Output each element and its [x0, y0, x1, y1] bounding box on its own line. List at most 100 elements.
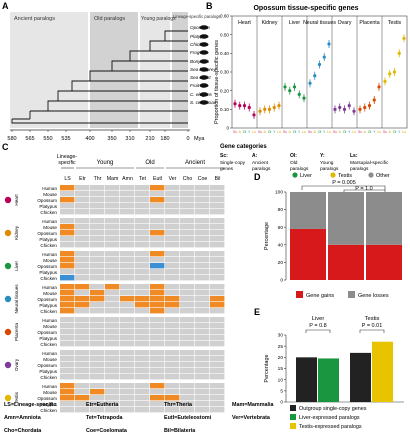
heat-cell	[165, 290, 180, 296]
heat-cell	[210, 230, 225, 236]
heat-cell	[165, 368, 180, 374]
heat-cell	[90, 263, 105, 269]
heat-cell	[150, 308, 165, 314]
heat-cell	[135, 341, 150, 347]
heat-cell	[195, 257, 210, 263]
heat-cell	[150, 224, 165, 230]
heat-cell	[150, 242, 165, 248]
heat-cell	[195, 269, 210, 275]
tissue-header-liver: Liver	[289, 20, 301, 26]
species-row-opossum: Opossum	[37, 330, 57, 335]
heat-cell	[75, 368, 90, 374]
heat-cell	[60, 389, 75, 395]
heat-cell	[105, 185, 120, 191]
heat-cell	[195, 230, 210, 236]
heat-cell	[195, 368, 210, 374]
panel-a-phylogeny: Ancient paralogs Old paralogs Young para…	[7, 12, 221, 142]
species-label-frog: Frog	[190, 50, 200, 55]
heat-cell	[75, 251, 90, 257]
heat-cell	[165, 230, 180, 236]
heat-cell	[60, 242, 75, 248]
pvalue-inner: P = 1.0	[355, 186, 372, 192]
point-neural-tissues-ol	[317, 62, 322, 67]
heat-cell	[105, 323, 120, 329]
heat-cell	[105, 335, 120, 341]
heat-cell	[135, 191, 150, 197]
legend-label-testis-expressed-paralogs: Testis-expressed paralogs	[299, 424, 362, 430]
species-silhouette-bony-fish	[199, 59, 209, 64]
heat-cell	[60, 224, 75, 230]
category-letter: Ls	[402, 130, 406, 134]
heat-cell	[120, 401, 135, 407]
heat-cell	[75, 350, 90, 356]
heat-cell	[165, 329, 180, 335]
heat-cell	[150, 356, 165, 362]
point-neural-tissues-sc	[308, 81, 312, 85]
heat-cell	[180, 362, 195, 368]
group-header-ancient: Ancient	[185, 160, 205, 166]
heat-cell	[90, 242, 105, 248]
category-letter: Ls	[327, 130, 331, 134]
species-row-human: Human	[42, 384, 57, 389]
category-letter: Sc	[333, 130, 337, 134]
heat-cell	[90, 308, 105, 314]
heat-cell	[105, 269, 120, 275]
point-ovary-y	[347, 104, 351, 108]
heat-cell	[135, 209, 150, 215]
species-row-chicken: Chicken	[40, 276, 57, 281]
legend-swatch-losses	[348, 291, 355, 298]
tick-label-180: 180	[160, 136, 169, 142]
heat-cell	[120, 224, 135, 230]
heat-cell	[75, 395, 90, 401]
heat-cell	[210, 236, 225, 242]
panel-b-chart: Proportion of tissue-specific genes 0 0.1…	[214, 14, 408, 172]
tissue-header-testis: Testis	[388, 20, 402, 26]
heat-cell	[105, 401, 120, 407]
y-tick-label-25: 25	[278, 344, 284, 350]
heat-cell	[60, 284, 75, 290]
heat-cell	[180, 218, 195, 224]
species-row-opossum: Opossum	[37, 264, 57, 269]
heat-cell	[75, 230, 90, 236]
species-row-chicken: Chicken	[40, 342, 57, 347]
heat-cell	[180, 395, 195, 401]
heat-cell	[150, 296, 165, 302]
legend-text-1-cont: paralogs	[252, 166, 271, 172]
y-tick-label-30: 30	[278, 333, 284, 339]
species-row-platypus: Platypus	[39, 369, 57, 374]
heat-cell	[135, 263, 150, 269]
heat-cell	[210, 218, 225, 224]
heat-cell	[210, 362, 225, 368]
column-header-ls: LS	[64, 176, 71, 182]
band-old	[90, 12, 138, 128]
species-silhouette-s-cerevisiae	[199, 100, 209, 105]
heat-cell	[90, 224, 105, 230]
heat-cell	[90, 296, 105, 302]
heat-cell	[120, 302, 135, 308]
species-row-chicken: Chicken	[40, 375, 57, 380]
heat-cell	[150, 236, 165, 242]
heat-cell	[210, 185, 225, 191]
heat-cell	[90, 197, 105, 203]
heat-cell	[90, 203, 105, 209]
heat-cell	[180, 269, 195, 275]
heat-cell	[120, 290, 135, 296]
legend-abbr: Y:	[320, 153, 325, 159]
species-row-mouse: Mouse	[43, 357, 57, 362]
legend-swatch-1	[290, 414, 296, 420]
category-letter: Ol	[268, 130, 272, 134]
heat-cell	[60, 290, 75, 296]
heat-cell	[210, 197, 225, 203]
panel-b-ylabel: Proportion of tissue-specific genes	[214, 40, 220, 124]
heat-cell	[120, 242, 135, 248]
heat-cell	[180, 251, 195, 257]
species-row-opossum: Opossum	[37, 198, 57, 203]
abbr-coe: Coe=Coelomata	[86, 428, 128, 434]
heat-cell	[75, 218, 90, 224]
group-header-lineage-specific: Lineage-	[57, 154, 77, 160]
group-label-liver: Liver	[312, 316, 325, 322]
legend-losses: Gene losses	[358, 293, 389, 299]
heat-cell	[195, 251, 210, 257]
heat-cell	[195, 395, 210, 401]
tissue-header-ovary: Ovary	[338, 20, 352, 26]
